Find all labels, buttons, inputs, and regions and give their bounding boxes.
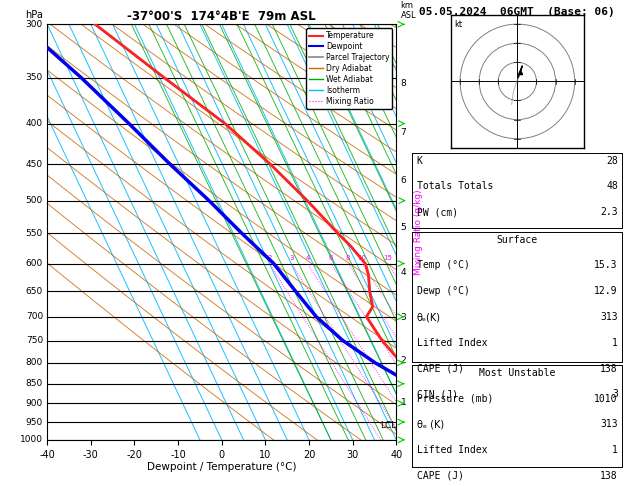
Text: 10: 10 bbox=[357, 256, 367, 261]
Text: 450: 450 bbox=[26, 160, 43, 169]
Text: 3: 3 bbox=[289, 256, 294, 261]
Text: 400: 400 bbox=[26, 119, 43, 128]
Text: 600: 600 bbox=[26, 259, 43, 268]
Text: K: K bbox=[417, 156, 423, 166]
Title: -37°00'S  174°4B'E  79m ASL: -37°00'S 174°4B'E 79m ASL bbox=[128, 10, 316, 23]
Text: Dewp (°C): Dewp (°C) bbox=[417, 286, 470, 296]
Text: 12.9: 12.9 bbox=[594, 286, 618, 296]
Text: 05.05.2024  06GMT  (Base: 06): 05.05.2024 06GMT (Base: 06) bbox=[420, 7, 615, 17]
Text: 5: 5 bbox=[401, 223, 406, 232]
Text: Mixing Ratio (g/kg): Mixing Ratio (g/kg) bbox=[415, 189, 423, 275]
Text: 500: 500 bbox=[26, 196, 43, 205]
Text: 3: 3 bbox=[401, 313, 406, 322]
Text: CIN (J): CIN (J) bbox=[417, 389, 458, 399]
Text: 1: 1 bbox=[401, 399, 406, 407]
Text: 1010: 1010 bbox=[594, 394, 618, 404]
Text: 1: 1 bbox=[612, 338, 618, 348]
Text: θₑ (K): θₑ (K) bbox=[417, 419, 444, 430]
Text: CAPE (J): CAPE (J) bbox=[417, 364, 464, 374]
Text: 700: 700 bbox=[26, 312, 43, 321]
Text: 1: 1 bbox=[612, 445, 618, 455]
Text: 138: 138 bbox=[600, 471, 618, 481]
Text: Most Unstable: Most Unstable bbox=[479, 368, 555, 378]
Text: LCL: LCL bbox=[380, 421, 396, 430]
Text: 650: 650 bbox=[26, 287, 43, 295]
Text: 900: 900 bbox=[26, 399, 43, 408]
Text: 800: 800 bbox=[26, 358, 43, 367]
Text: 4: 4 bbox=[305, 256, 309, 261]
Text: 2: 2 bbox=[267, 256, 272, 261]
Text: Surface: Surface bbox=[497, 235, 538, 245]
Text: km
ASL: km ASL bbox=[401, 1, 416, 20]
Text: 2: 2 bbox=[401, 356, 406, 365]
Text: Lifted Index: Lifted Index bbox=[417, 445, 487, 455]
Text: 3: 3 bbox=[612, 389, 618, 399]
Text: CAPE (J): CAPE (J) bbox=[417, 471, 464, 481]
Text: 48: 48 bbox=[606, 181, 618, 191]
Text: 350: 350 bbox=[26, 73, 43, 82]
Text: 2.3: 2.3 bbox=[600, 207, 618, 217]
Text: 1000: 1000 bbox=[20, 435, 43, 444]
Text: 8: 8 bbox=[346, 256, 350, 261]
Text: θₑ(K): θₑ(K) bbox=[417, 312, 441, 322]
X-axis label: Dewpoint / Temperature (°C): Dewpoint / Temperature (°C) bbox=[147, 462, 296, 472]
Text: Lifted Index: Lifted Index bbox=[417, 338, 487, 348]
Text: 950: 950 bbox=[26, 417, 43, 427]
Text: Pressure (mb): Pressure (mb) bbox=[417, 394, 493, 404]
Text: 138: 138 bbox=[600, 364, 618, 374]
Text: 4: 4 bbox=[401, 268, 406, 278]
Text: 750: 750 bbox=[26, 336, 43, 345]
Text: Totals Totals: Totals Totals bbox=[417, 181, 493, 191]
Text: 313: 313 bbox=[600, 419, 618, 430]
Text: PW (cm): PW (cm) bbox=[417, 207, 458, 217]
Text: Temp (°C): Temp (°C) bbox=[417, 260, 470, 271]
Text: 6: 6 bbox=[401, 176, 406, 185]
Text: 15: 15 bbox=[383, 256, 392, 261]
Text: 7: 7 bbox=[401, 128, 406, 137]
Legend: Temperature, Dewpoint, Parcel Trajectory, Dry Adiabat, Wet Adiabat, Isotherm, Mi: Temperature, Dewpoint, Parcel Trajectory… bbox=[306, 28, 392, 109]
Text: 28: 28 bbox=[606, 156, 618, 166]
Text: 300: 300 bbox=[26, 20, 43, 29]
Text: 550: 550 bbox=[26, 229, 43, 238]
Text: hPa: hPa bbox=[25, 10, 43, 20]
Text: 8: 8 bbox=[401, 79, 406, 88]
Text: 15.3: 15.3 bbox=[594, 260, 618, 271]
Text: 6: 6 bbox=[329, 256, 333, 261]
Text: 850: 850 bbox=[26, 379, 43, 388]
Text: 313: 313 bbox=[600, 312, 618, 322]
